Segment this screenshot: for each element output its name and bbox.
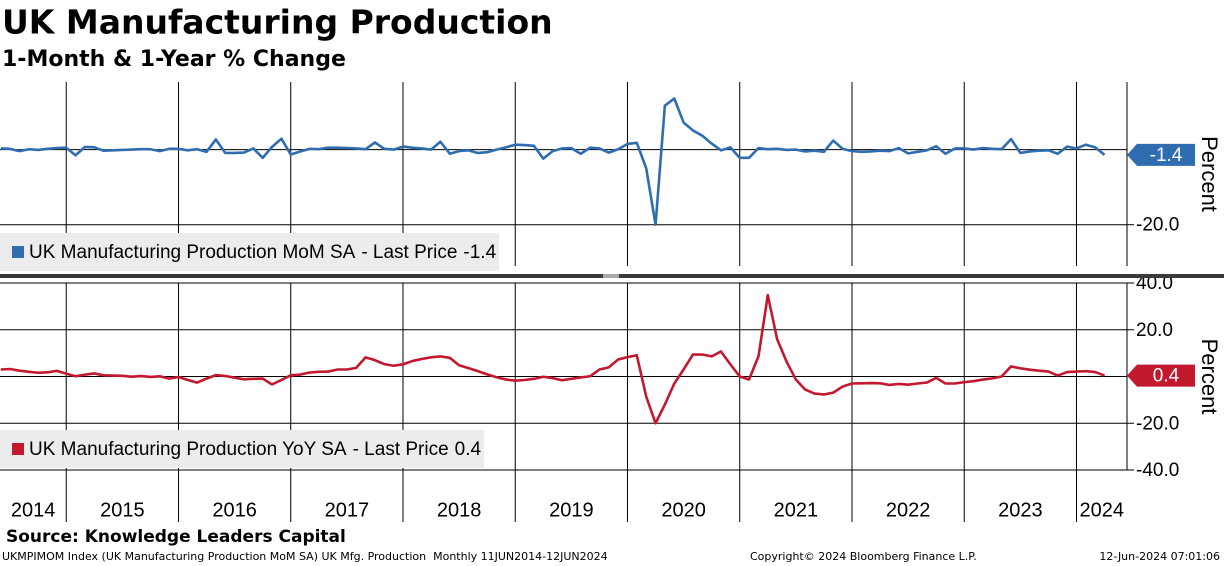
- chart-title: UK Manufacturing Production: [2, 3, 553, 42]
- y-tick-label: 40.0: [1136, 273, 1173, 294]
- last-price-tag: [1127, 364, 1195, 387]
- series-line: [0, 293, 1106, 425]
- x-tick-label: 2021: [774, 499, 819, 521]
- plots: -20.0 Percent UK Manufacturing Production …: [0, 82, 1222, 522]
- y-tick-label: -40.0: [1136, 460, 1179, 481]
- x-tick-label: 2023: [998, 499, 1043, 521]
- legend-box: [0, 233, 500, 271]
- y-tick-label: -20.0: [1136, 215, 1179, 236]
- legend-suffix: - Last Price: [353, 439, 449, 460]
- y-tick-label: 20.0: [1136, 320, 1173, 341]
- legend-suffix: - Last Price: [361, 242, 457, 263]
- x-tick-label: 2015: [100, 499, 145, 521]
- series-line: [0, 97, 1106, 226]
- y-tick-label: -20.0: [1136, 413, 1179, 434]
- y-axis-title: Percent: [1197, 136, 1222, 212]
- legend-last-value: -1.4: [463, 242, 496, 263]
- x-tick-label: 2019: [549, 499, 594, 521]
- x-tick-label: 2020: [661, 499, 706, 521]
- legend-swatch: [12, 246, 24, 258]
- x-tick-label: 2018: [437, 499, 482, 521]
- y-axis-title: Percent: [1197, 339, 1222, 415]
- x-tick-label: 2016: [212, 499, 257, 521]
- legend-last-value: 0.4: [455, 439, 482, 460]
- x-tick-label: 2022: [886, 499, 931, 521]
- legend-text: UK Manufacturing Production YoY SA - Last…: [29, 439, 482, 460]
- last-price-label: 0.4: [1153, 366, 1180, 387]
- last-price-label: -1.4: [1150, 145, 1183, 166]
- legend-swatch: [12, 443, 24, 455]
- source: Source: Knowledge Leaders Capital: [6, 527, 346, 547]
- legend: UK Manufacturing Production YoY SA - Last…: [0, 430, 485, 468]
- last-price-tag: [1127, 143, 1195, 166]
- legend-box: [0, 430, 485, 468]
- chart-subtitle: 1-Month & 1-Year % Change: [2, 47, 346, 72]
- x-tick-label: 2017: [325, 499, 370, 521]
- x-tick-label: 2014: [11, 499, 56, 521]
- separator-handle: [603, 274, 619, 278]
- legend: UK Manufacturing Production MoM SA - Last…: [0, 233, 500, 271]
- ticker-line: UKMPIMOM Index (UK Manufacturing Product…: [2, 550, 608, 563]
- copyright: Copyright© 2024 Bloomberg Finance L.P.: [750, 550, 977, 563]
- legend-text: UK Manufacturing Production MoM SA - Last…: [29, 242, 497, 263]
- legend-name: UK Manufacturing Production MoM SA: [29, 242, 356, 263]
- x-tick-label: 2024: [1079, 499, 1124, 521]
- legend-name: UK Manufacturing Production YoY SA: [29, 439, 347, 460]
- timestamp: 12-Jun-2024 07:01:06: [1099, 550, 1220, 563]
